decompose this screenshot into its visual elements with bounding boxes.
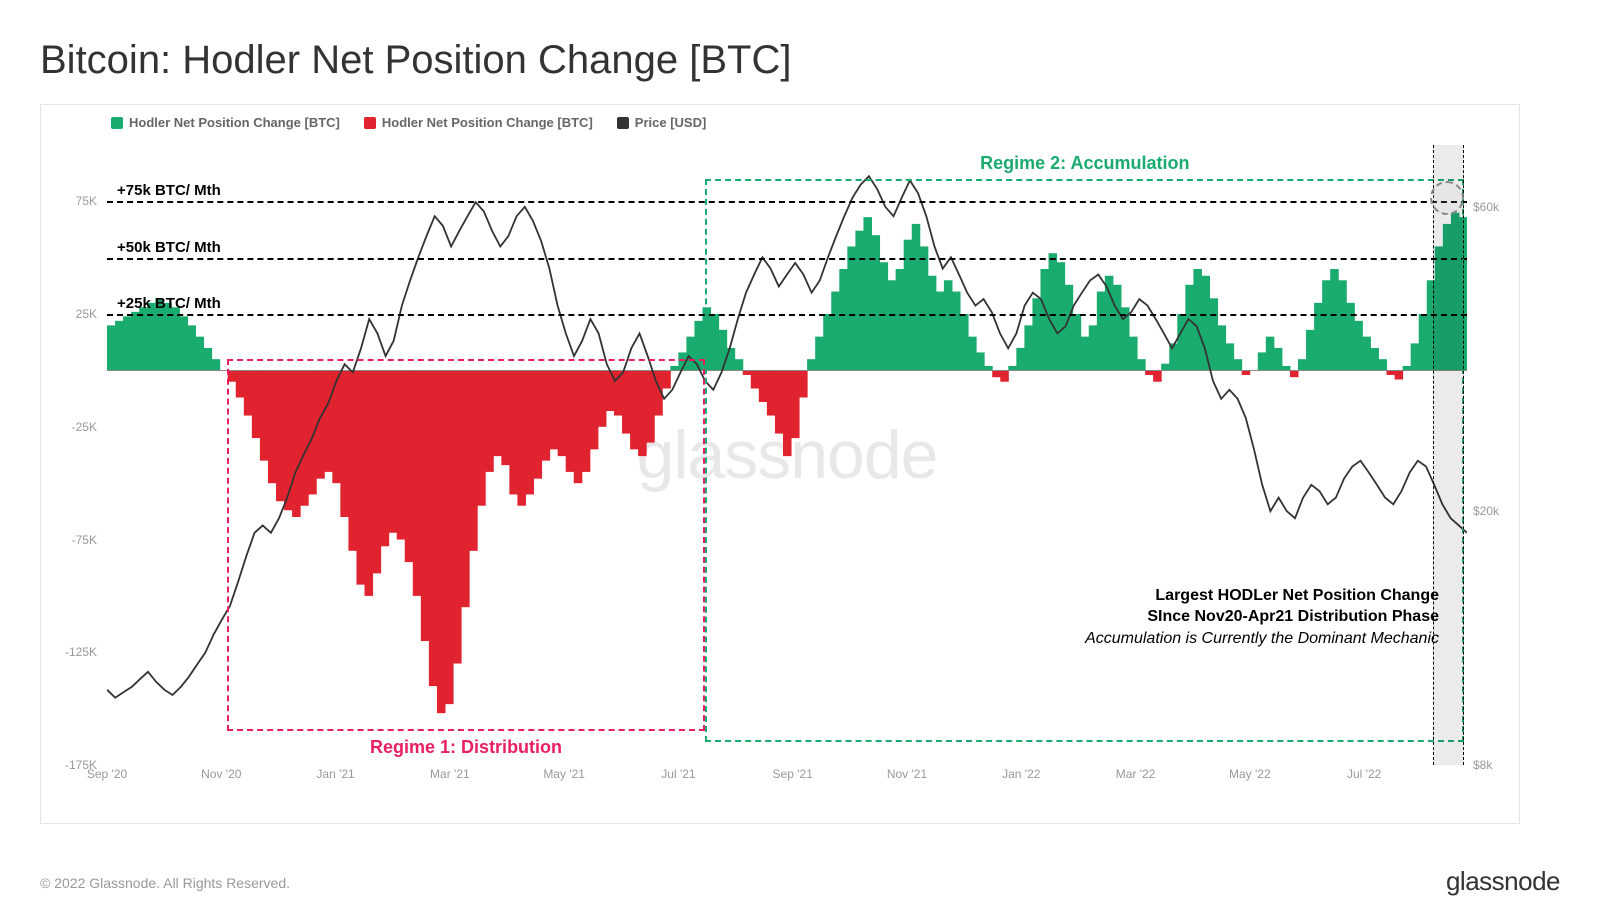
plot-area: glassnode +75k BTC/ Mth+50k BTC/ Mth+25k… <box>107 145 1467 765</box>
region-label: Regime 2: Accumulation <box>980 153 1189 174</box>
xtick: Nov '21 <box>887 767 927 781</box>
legend-swatch-pos <box>111 117 123 129</box>
xtick: Sep '21 <box>773 767 813 781</box>
ytick-right: $60k <box>1473 200 1519 214</box>
y-axis-left: 75K25K-25K-75K-125K-175K <box>41 145 101 765</box>
legend: Hodler Net Position Change [BTC] Hodler … <box>111 115 706 130</box>
legend-label-neg: Hodler Net Position Change [BTC] <box>382 115 593 130</box>
y-axis-right: $60k$20k$8k <box>1469 145 1519 765</box>
footer-copyright: © 2022 Glassnode. All Rights Reserved. <box>40 875 290 891</box>
xtick: Mar '21 <box>430 767 470 781</box>
threshold-label: +75k BTC/ Mth <box>117 182 221 201</box>
npc-bar <box>131 312 140 371</box>
xtick: Jul '22 <box>1347 767 1381 781</box>
xtick: Jan '22 <box>1002 767 1040 781</box>
footer-brand: glassnode <box>1446 866 1560 897</box>
legend-item-price: Price [USD] <box>617 115 707 130</box>
npc-bar <box>179 316 188 370</box>
xtick: May '21 <box>543 767 585 781</box>
highlight-marker <box>1430 181 1464 215</box>
legend-swatch-neg <box>364 117 376 129</box>
npc-bar <box>187 325 196 370</box>
legend-swatch-price <box>617 117 629 129</box>
npc-bar <box>171 307 180 370</box>
npc-bar <box>204 348 213 371</box>
threshold-label: +50k BTC/ Mth <box>117 239 221 258</box>
xtick: Sep '20 <box>87 767 127 781</box>
annotation-line: Largest HODLer Net Position Change <box>1085 585 1439 607</box>
legend-label-pos: Hodler Net Position Change [BTC] <box>129 115 340 130</box>
x-axis: Sep '20Nov '20Jan '21Mar '21May '21Jul '… <box>107 763 1467 783</box>
threshold-label: +25k BTC/ Mth <box>117 295 221 314</box>
ytick-left: -25K <box>41 420 97 434</box>
npc-bar <box>123 316 132 370</box>
region-box <box>227 359 706 731</box>
end-band <box>1433 145 1464 765</box>
chart-title: Bitcoin: Hodler Net Position Change [BTC… <box>40 38 791 83</box>
npc-bar <box>139 307 148 370</box>
legend-item-neg: Hodler Net Position Change [BTC] <box>364 115 593 130</box>
ytick-left: -125K <box>41 645 97 659</box>
npc-bar <box>212 359 221 370</box>
xtick: Nov '20 <box>201 767 241 781</box>
annotation-line: Accumulation is Currently the Dominant M… <box>1085 628 1439 650</box>
xtick: Mar '22 <box>1116 767 1156 781</box>
chart-container: Hodler Net Position Change [BTC] Hodler … <box>40 104 1520 824</box>
ytick-left: -75K <box>41 533 97 547</box>
region-box <box>705 179 1464 743</box>
annotation-block: Largest HODLer Net Position ChangeSInce … <box>1085 585 1439 650</box>
ytick-right: $8k <box>1473 758 1519 772</box>
region-label: Regime 1: Distribution <box>370 737 562 758</box>
ytick-right: $20k <box>1473 504 1519 518</box>
legend-item-pos: Hodler Net Position Change [BTC] <box>111 115 340 130</box>
npc-bar <box>115 321 124 371</box>
ytick-left: 25K <box>41 307 97 321</box>
ytick-left: 75K <box>41 194 97 208</box>
npc-bar <box>196 337 205 371</box>
npc-bar <box>107 325 116 370</box>
annotation-line: SInce Nov20-Apr21 Distribution Phase <box>1085 606 1439 628</box>
xtick: Jan '21 <box>316 767 354 781</box>
xtick: May '22 <box>1229 767 1271 781</box>
legend-label-price: Price [USD] <box>635 115 707 130</box>
xtick: Jul '21 <box>661 767 695 781</box>
